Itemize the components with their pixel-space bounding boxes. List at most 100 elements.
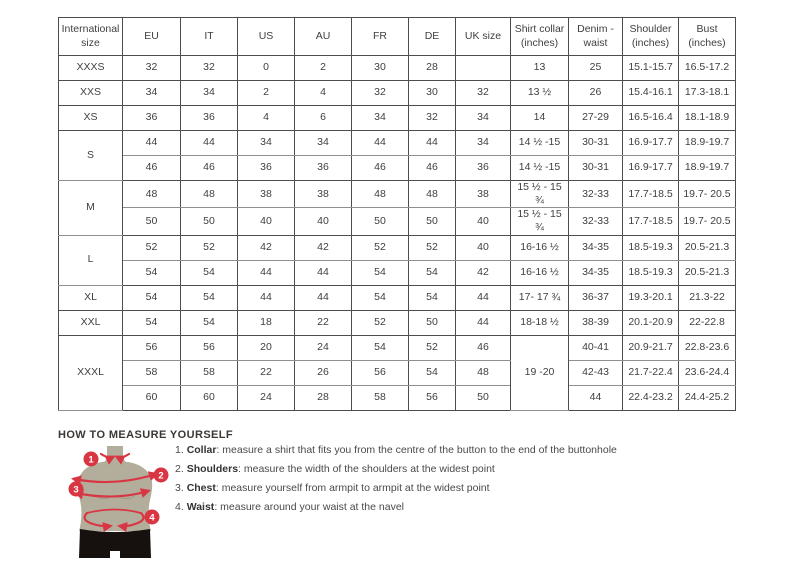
measure-step-waist: 4. Waist: measure around your waist at t… [175, 501, 617, 513]
step-label: Waist [186, 501, 215, 513]
value-cell: 54 [408, 259, 456, 286]
table-row: S 44 44 34 34 44 44 34 14 ½ -15 30-31 16.9-17.7 18.… [58, 130, 736, 181]
value-cell: 44 [180, 130, 238, 156]
table-row: XS 36 36 4 6 34 32 34 14 27-29 16.5-16.4 18.1-18.9 [58, 105, 736, 131]
size-table-body: XXXS 32 32 0 2 30 28 13 25 15.1-15.7 16.5-17.2 XXS 3… [58, 55, 736, 411]
value-cell: 32 [351, 80, 409, 106]
mannequin-shorts [79, 529, 151, 558]
value-cell: 21.3-22 [678, 284, 736, 311]
value-cell: 54 [180, 284, 238, 311]
value-cell: 15 ½ - 15 ¾ [510, 207, 569, 236]
value-cell: 46 [351, 155, 409, 181]
value-cell: 58 [351, 384, 409, 411]
value-cell: 4 [294, 80, 352, 106]
table-row: 54 54 44 44 54 54 42 16-16 ½ 34-35 18.5-19.3 20.5-… [59, 259, 736, 286]
value-cell: 15 ½ - 15 ¾ [510, 179, 569, 209]
value-cell: 58 [122, 359, 181, 386]
value-cell: 0 [237, 55, 295, 81]
value-cell: 48 [122, 179, 181, 209]
value-cell: 60 [122, 384, 181, 411]
value-cell: 19.3-20.1 [622, 284, 679, 311]
marker-badge-3: 3 [68, 481, 84, 497]
value-cell: 20.9-21.7 [622, 334, 679, 361]
value-cell: 24 [237, 384, 295, 411]
mannequin-illustration: 1 2 3 4 [68, 446, 169, 558]
value-cell: 32 [408, 105, 456, 131]
value-cell: 22.8-23.6 [678, 334, 736, 361]
value-cell: 19 -20 [510, 334, 569, 411]
value-cell: 20.1-20.9 [622, 309, 679, 336]
value-cell: 42-43 [568, 359, 623, 386]
value-cell: 32 [455, 80, 511, 106]
size-cell: XL [58, 284, 123, 311]
value-cell: 16.5-17.2 [678, 55, 736, 81]
value-cell: 38 [294, 179, 352, 209]
value-cell: 34 [294, 130, 352, 156]
value-cell: 48 [351, 179, 409, 209]
value-cell: 28 [408, 55, 456, 81]
value-cell: 48 [455, 359, 511, 386]
value-cell: 20.5-21.3 [678, 234, 736, 261]
value-cell: 42 [237, 234, 295, 261]
marker-badge-1: 1 [83, 451, 99, 467]
value-cell: 22-22.8 [678, 309, 736, 336]
value-cell: 21.7-22.4 [622, 359, 679, 386]
table-row: 60 60 24 28 58 56 50 44 22.4-23.2 24.4-25.2 [59, 384, 736, 411]
value-cell: 44 [122, 130, 181, 156]
value-cell: 32 [122, 55, 181, 81]
value-cell: 26 [294, 359, 352, 386]
mannequin-neck [102, 446, 128, 463]
value-cell: 36-37 [568, 284, 623, 311]
value-cell: 46 [455, 334, 511, 361]
column-header: FR [351, 17, 409, 56]
value-cell: 16.5-16.4 [622, 105, 679, 131]
value-cell: 54 [351, 284, 409, 311]
value-cell: 13 ½ [510, 80, 569, 106]
size-cell: S [58, 130, 123, 181]
value-cell: 16.9-17.7 [622, 130, 679, 156]
value-cell: 14 [510, 105, 569, 131]
value-cell: 52 [122, 234, 181, 261]
value-cell: 50 [408, 207, 456, 236]
value-cell: 28 [294, 384, 352, 411]
value-cell: 34 [122, 80, 181, 106]
value-cell: 40 [294, 207, 352, 236]
value-cell: 44 [455, 309, 511, 336]
value-cell: 42 [455, 259, 511, 286]
value-cell: 34 [455, 105, 511, 131]
value-cell: 44 [408, 130, 456, 156]
value-cell: 16.9-17.7 [622, 155, 679, 181]
value-cell: 36 [294, 155, 352, 181]
value-cell: 50 [455, 384, 511, 411]
value-cell [455, 55, 511, 81]
value-cell: 20 [237, 334, 295, 361]
value-cell: 48 [408, 179, 456, 209]
value-cell: 17.7-18.5 [622, 207, 679, 236]
column-header: US [237, 17, 295, 56]
value-cell: 30 [408, 80, 456, 106]
value-cell: 15.1-15.7 [622, 55, 679, 81]
measure-section-title: HOW TO MEASURE YOURSELF [58, 429, 234, 441]
value-cell: 34-35 [568, 234, 623, 261]
size-chart-table: International size EU IT US AU FR DE UK size Shi… [58, 17, 736, 411]
value-cell: 16-16 ½ [510, 259, 569, 286]
value-cell: 40-41 [568, 334, 623, 361]
value-cell: 44 [237, 284, 295, 311]
size-cell: XXL [58, 309, 123, 336]
value-cell: 54 [180, 309, 238, 336]
size-cell: XXXS [58, 55, 123, 81]
table-header-row: International size EU IT US AU FR DE UK size Shi… [58, 17, 736, 56]
value-cell: 40 [455, 207, 511, 236]
value-cell: 56 [180, 334, 238, 361]
table-row: 58 58 22 26 56 54 48 42-43 21.7-22.4 23.6-24.4 [59, 359, 736, 386]
value-cell: 16-16 ½ [510, 234, 569, 261]
value-cell: 34-35 [568, 259, 623, 286]
value-cell: 54 [122, 309, 181, 336]
step-text: : measure around your waist at the navel [214, 501, 404, 513]
value-cell: 60 [180, 384, 238, 411]
size-cell: XXS [58, 80, 123, 106]
value-cell: 58 [180, 359, 238, 386]
column-header: Shoulder (inches) [622, 17, 679, 56]
size-cell: M [58, 180, 123, 236]
value-cell: 13 [510, 55, 569, 81]
